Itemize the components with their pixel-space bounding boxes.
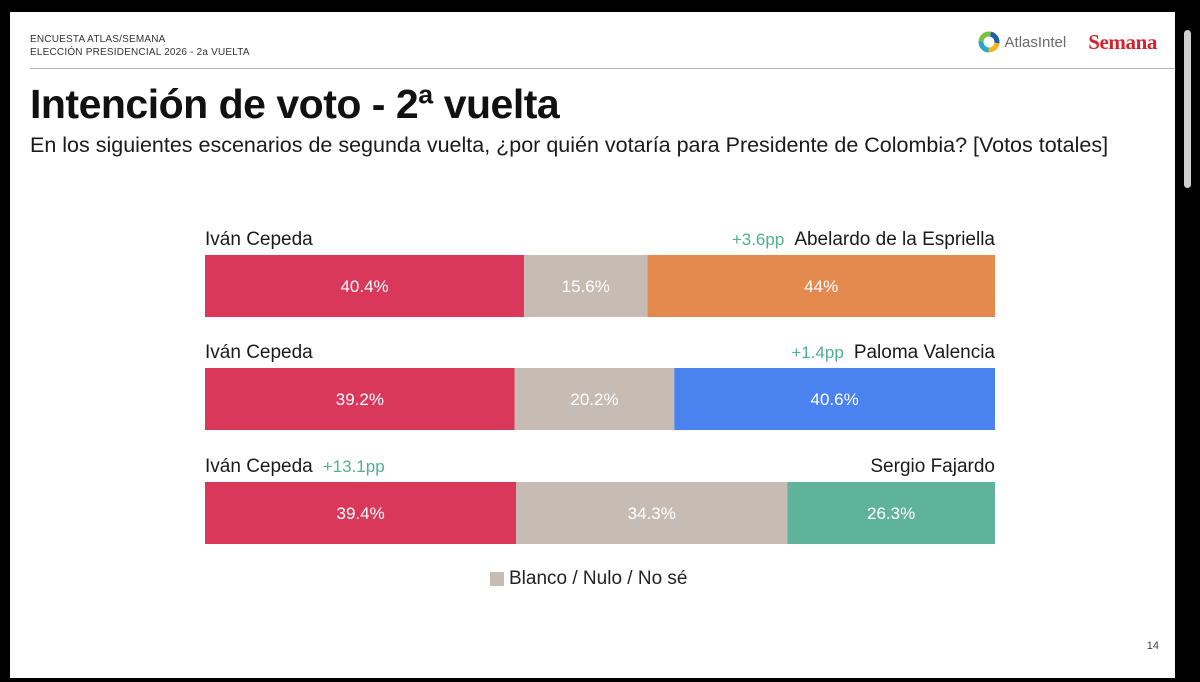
scenario-2-value-label-1: 39.2% xyxy=(336,390,384,409)
legend-swatch-blanco xyxy=(490,572,504,586)
atlasintel-logo: AtlasIntel xyxy=(978,31,1067,53)
page-title: Intención de voto - 2ª vuelta xyxy=(30,81,560,127)
scenario-1-bar-3 xyxy=(647,255,995,317)
scenario-1-value-label-2: 15.6% xyxy=(562,277,610,296)
stacked-bar-chart: Iván Cepeda Abelardo de la Espriella +3.6p… xyxy=(205,229,996,544)
scenario-3-bar-2 xyxy=(516,482,788,544)
scenario-3-bar-1 xyxy=(205,482,517,544)
page-number: 14 xyxy=(1146,640,1159,652)
scenario-2-lead-label: +1.4pp xyxy=(791,343,843,362)
scenario-3-lead-label: +13.1pp xyxy=(323,457,385,476)
scenario-2-value-label-3: 40.6% xyxy=(811,390,859,409)
atlasintel-icon xyxy=(978,31,1000,53)
logos: AtlasIntel Semana xyxy=(978,30,1157,54)
scrollbar-thumb[interactable] xyxy=(1184,30,1191,188)
scenario-1-value-label-1: 40.4% xyxy=(340,277,388,296)
election-name: ELECCIÓN PRESIDENCIAL 2026 - 2a VUELTA xyxy=(30,47,250,58)
scenario-2-bar-1 xyxy=(205,368,515,430)
scenario-1-bar-1 xyxy=(205,255,525,317)
slide: ENCUESTA ATLAS/SEMANA ELECCIÓN PRESIDENC… xyxy=(10,12,1175,678)
scenario-1-left-candidate: Iván Cepeda xyxy=(205,229,313,250)
scenario-1-bar-2 xyxy=(524,255,648,317)
scenario-3-value-label-1: 39.4% xyxy=(337,504,385,523)
scenario-3-bar-3 xyxy=(787,482,995,544)
scenario-2-bar-2 xyxy=(514,368,675,430)
scenario-2-right-candidate: Paloma Valencia xyxy=(854,342,996,363)
legend: Blanco / Nulo / No sé xyxy=(490,568,687,590)
header-divider xyxy=(30,68,1175,69)
scenario-3-left-candidate: Iván Cepeda xyxy=(205,456,313,477)
scenario-3-value-label-3: 26.3% xyxy=(867,504,915,523)
atlasintel-wordmark: AtlasIntel xyxy=(1004,33,1067,51)
scenario-1-right-candidate: Abelardo de la Espriella xyxy=(794,229,995,250)
scenario-2-left-candidate: Iván Cepeda xyxy=(205,342,313,363)
semana-logo: Semana xyxy=(1088,29,1157,54)
page-subtitle: En los siguientes escenarios de segunda … xyxy=(30,133,1109,157)
scenario-2-value-label-2: 20.2% xyxy=(570,390,618,409)
scenario-2-bar-3 xyxy=(674,368,995,430)
scenario-3-value-label-2: 34.3% xyxy=(628,504,676,523)
scenario-3-right-candidate: Sergio Fajardo xyxy=(870,456,995,477)
survey-name: ENCUESTA ATLAS/SEMANA xyxy=(30,34,166,45)
scenario-1-value-label-3: 44% xyxy=(804,277,838,296)
scenario-1-lead-label: +3.6pp xyxy=(732,230,784,249)
legend-label: Blanco / Nulo / No sé xyxy=(509,568,688,589)
